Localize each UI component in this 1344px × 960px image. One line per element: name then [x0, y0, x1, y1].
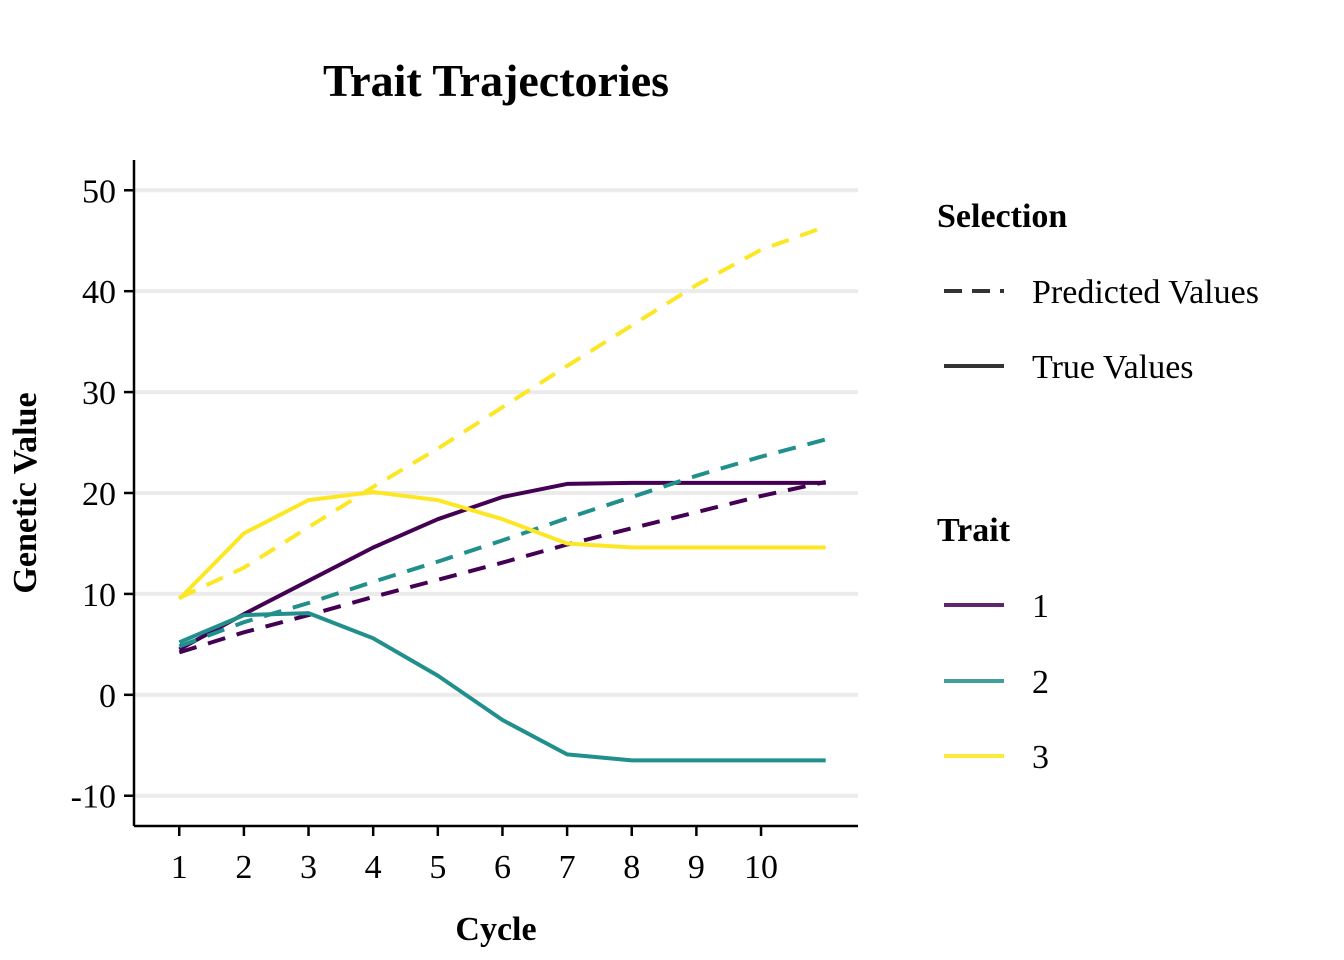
series-lines [177, 224, 827, 763]
y-tick-label-3: 20 [82, 476, 116, 513]
y-tick-label-5: 40 [82, 274, 116, 311]
series-trait-3-predicted-line [178, 224, 827, 600]
x-tick-label-0: 1 [171, 849, 188, 886]
x-tick-label-2: 3 [300, 849, 317, 886]
chart-title: Trait Trajectories [323, 55, 669, 106]
y-axis-ticks: -10 0 10 20 30 40 50 [71, 173, 134, 816]
series-trait-2-predicted-line [178, 437, 827, 649]
x-tick-label-1: 2 [235, 849, 252, 886]
series-trait-1-predicted-line [178, 479, 827, 655]
x-tick-label-9: 10 [744, 849, 778, 886]
y-tick-label-2: 10 [82, 577, 116, 614]
gridlines [134, 188, 858, 798]
series-trait-1-true-line [178, 480, 826, 652]
legend-selection: Selection Predicted Values True Values [937, 198, 1259, 386]
x-axis-ticks: 1 2 3 4 5 6 7 8 9 10 [171, 826, 778, 886]
series-trait-3-true-line [177, 490, 826, 601]
x-axis-title: Cycle [455, 911, 536, 948]
x-tick-label-4: 5 [429, 849, 446, 886]
legend-predicted-label: Predicted Values [1032, 274, 1259, 311]
y-axis-title: Genetic Value [7, 392, 44, 593]
x-tick-label-7: 8 [623, 849, 640, 886]
x-tick-label-8: 9 [688, 849, 705, 886]
series-trait-2-true-line [178, 611, 826, 763]
y-tick-label-6: 50 [82, 173, 116, 210]
y-tick-label-4: 30 [82, 375, 116, 412]
y-tick-label-1: 0 [99, 678, 116, 715]
legend-selection-title: Selection [937, 198, 1067, 235]
legend-trait-title: Trait [937, 512, 1011, 549]
y-tick-label-0: -10 [71, 779, 116, 816]
x-tick-label-5: 6 [494, 849, 511, 886]
legend-trait-1-label: 1 [1032, 588, 1049, 625]
x-tick-label-6: 7 [559, 849, 576, 886]
legend-true-label: True Values [1032, 349, 1194, 386]
x-tick-label-3: 4 [365, 849, 382, 886]
legend-trait: Trait 1 2 3 [937, 512, 1049, 776]
legend-trait-2-label: 2 [1032, 664, 1049, 701]
legend-trait-3-label: 3 [1032, 739, 1049, 776]
